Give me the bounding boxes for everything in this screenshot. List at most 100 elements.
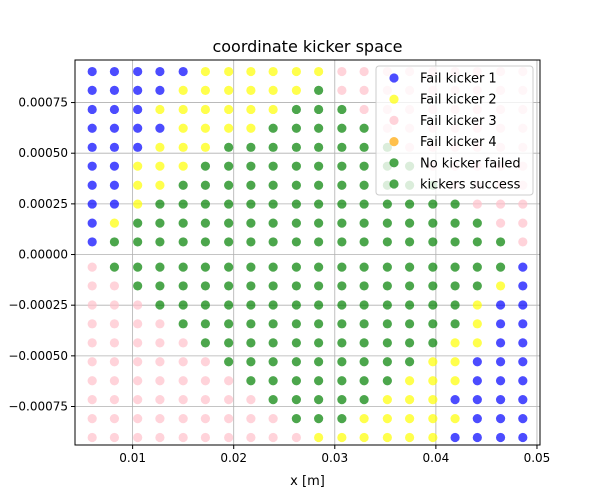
data-point	[109, 338, 120, 348]
data-point	[404, 432, 415, 443]
data-point	[200, 142, 211, 152]
data-point	[268, 432, 278, 443]
data-point	[382, 237, 392, 247]
data-point	[314, 357, 324, 367]
data-point	[268, 414, 278, 424]
data-point	[87, 199, 97, 209]
data-point	[291, 338, 301, 348]
data-point	[337, 357, 347, 367]
data-point	[200, 432, 211, 443]
legend-marker	[389, 137, 399, 147]
data-point	[224, 218, 234, 228]
data-point	[200, 104, 211, 115]
data-point	[291, 180, 301, 190]
data-point	[314, 300, 324, 310]
x-tick-label: 0.04	[423, 451, 450, 465]
data-point	[224, 237, 234, 247]
data-point	[200, 123, 211, 133]
data-point	[246, 357, 256, 367]
data-point	[382, 262, 392, 272]
data-point	[382, 199, 392, 209]
data-point	[155, 104, 165, 115]
data-point	[178, 180, 188, 190]
data-point	[337, 104, 347, 115]
data-point	[178, 85, 188, 95]
data-point	[428, 237, 438, 247]
data-point	[87, 123, 97, 133]
data-point	[404, 262, 415, 272]
legend-box	[375, 65, 534, 196]
data-point	[359, 357, 369, 367]
data-point	[87, 104, 97, 115]
data-point	[428, 218, 438, 228]
data-point	[87, 300, 97, 310]
data-point	[268, 281, 278, 291]
data-point	[109, 66, 120, 77]
chart-title: coordinate kicker space	[212, 37, 402, 56]
data-point	[291, 142, 301, 152]
grid	[75, 60, 540, 445]
data-point	[291, 414, 301, 424]
data-point	[428, 199, 438, 209]
data-point	[155, 300, 165, 310]
data-point	[109, 180, 120, 190]
data-point	[337, 395, 347, 405]
data-point	[87, 319, 97, 329]
x-axis-label: x [m]	[290, 474, 325, 489]
data-point	[246, 180, 256, 190]
data-point	[246, 338, 256, 348]
data-point	[109, 376, 120, 386]
data-point	[178, 338, 188, 348]
data-point	[359, 142, 369, 152]
data-point	[224, 142, 234, 152]
data-point	[450, 432, 460, 443]
data-point	[472, 319, 482, 329]
data-point	[404, 300, 415, 310]
data-point	[450, 281, 460, 291]
data-point	[133, 199, 143, 209]
data-point	[155, 142, 165, 152]
data-point	[518, 300, 528, 310]
data-point	[109, 123, 120, 133]
data-point	[314, 237, 324, 247]
data-point	[518, 319, 528, 329]
data-point	[246, 66, 256, 77]
data-point	[450, 218, 460, 228]
data-point	[495, 199, 506, 209]
data-point	[450, 357, 460, 367]
data-point	[133, 281, 143, 291]
data-point	[155, 218, 165, 228]
data-point	[337, 161, 347, 171]
data-point	[87, 218, 97, 228]
data-point	[133, 104, 143, 115]
data-point	[382, 281, 392, 291]
data-point	[109, 104, 120, 115]
data-point	[178, 300, 188, 310]
data-point	[200, 199, 211, 209]
data-point	[87, 281, 97, 291]
data-point	[87, 357, 97, 367]
data-point	[382, 218, 392, 228]
data-point	[200, 338, 211, 348]
data-point	[450, 262, 460, 272]
data-point	[291, 262, 301, 272]
data-point	[133, 142, 143, 152]
data-point	[268, 300, 278, 310]
data-point	[224, 281, 234, 291]
data-point	[268, 85, 278, 95]
data-point	[109, 218, 120, 228]
data-point	[450, 237, 460, 247]
data-point	[133, 414, 143, 424]
data-point	[268, 262, 278, 272]
data-point	[87, 376, 97, 386]
data-point	[518, 237, 528, 247]
data-point	[109, 262, 120, 272]
data-point	[495, 338, 506, 348]
data-point	[224, 414, 234, 424]
data-point	[87, 237, 97, 247]
data-point	[518, 432, 528, 443]
data-point	[109, 319, 120, 329]
data-point	[155, 414, 165, 424]
legend: Fail kicker 1 Fail kicker 2 Fail kicker 3 F…	[375, 65, 534, 196]
